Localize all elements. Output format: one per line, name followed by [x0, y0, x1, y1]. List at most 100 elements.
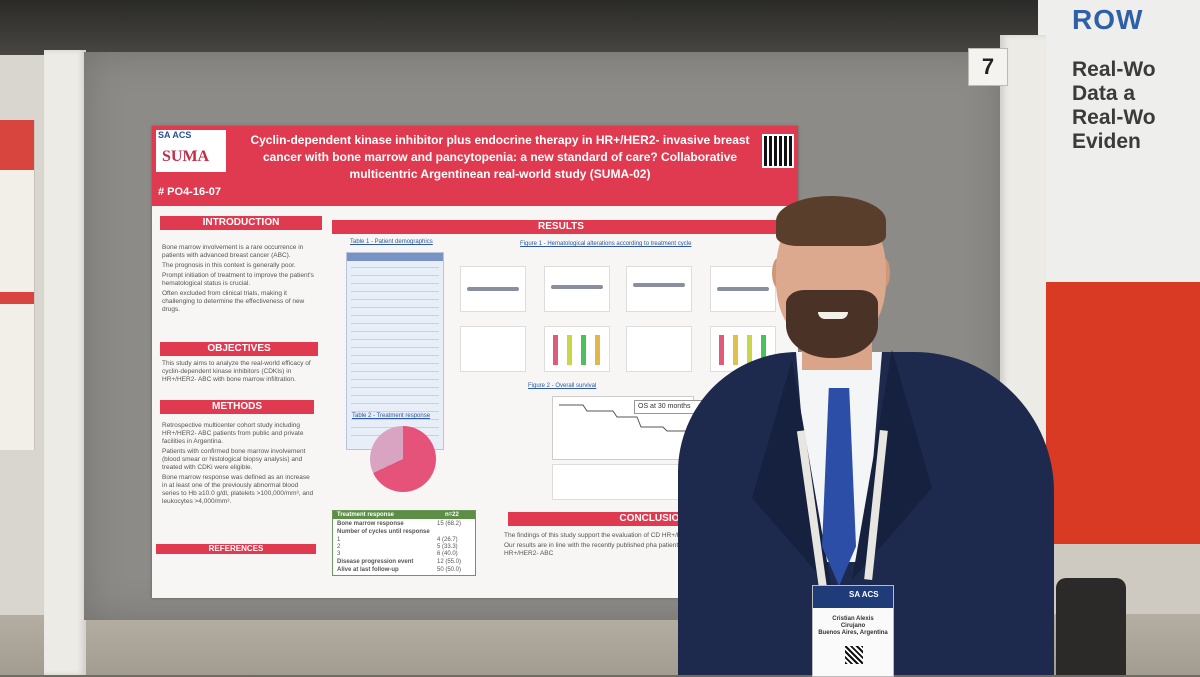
poster-title: Cyclin-dependent kinase inhibitor plus e…	[250, 133, 750, 181]
table2-header-left: Treatment response	[337, 512, 395, 518]
badge-qr-icon	[845, 646, 863, 664]
methods-bullet: Bone marrow response was defined as an i…	[162, 474, 314, 505]
banner-line: Real-Wo	[1072, 106, 1156, 129]
table-row-line	[351, 347, 439, 348]
table2-row-label: 2	[337, 544, 341, 550]
table2-row-label: Bone marrow response	[337, 521, 404, 527]
patient-demographics-table	[346, 252, 444, 450]
table2-row-value: 6 (40.0)	[437, 551, 458, 557]
table2-row-value: 12 (55.0)	[437, 559, 462, 565]
name-badge: SA ACS Cristian Alexis Cirujano Buenos A…	[812, 585, 894, 677]
badge-role: Cirujano	[840, 623, 866, 629]
figure2-title: Figure 2 - Overall survival	[528, 383, 597, 389]
banner-brand: ROW	[1072, 4, 1144, 35]
qr-code-icon	[762, 134, 794, 168]
intro-bullet: Bone marrow involvement is a rare occurr…	[162, 244, 304, 259]
intro-bullet: The prognosis in this context is general…	[162, 262, 296, 269]
table-row-line	[351, 363, 439, 364]
table2-row-label: 1	[337, 537, 341, 543]
banner-text: Real-Wo Data a Real-Wo Eviden	[1072, 58, 1200, 154]
table-row-line	[351, 419, 439, 420]
poster-id: # PO4-16-07	[158, 186, 221, 198]
table-row-line	[351, 307, 439, 308]
introduction-text: Bone marrow involvement is a rare occurr…	[162, 244, 320, 316]
survival-legend: OS at 30 months	[634, 400, 706, 414]
treatment-response-pie	[370, 426, 436, 492]
intro-bullet: Prompt initiation of treatment to improv…	[162, 272, 314, 287]
poster-authors	[228, 178, 788, 202]
table-row-line	[351, 283, 439, 284]
table-row-line	[351, 403, 439, 404]
figure1-title: Figure 1 - Hematological alterations acc…	[520, 241, 692, 247]
badge-name: Cristian Alexis	[832, 616, 874, 622]
left-pole	[44, 50, 86, 675]
hematology-line-chart	[626, 266, 692, 312]
table2-row-label: Number of cycles until response	[337, 529, 430, 535]
table-row-line	[351, 379, 439, 380]
table2-row-value: 15 (68.2)	[437, 521, 462, 527]
table-row-line	[351, 299, 439, 300]
table-row-line	[351, 395, 439, 396]
table-row-line	[351, 355, 439, 356]
objectives-text: This study aims to analyze the real-worl…	[162, 360, 311, 383]
methods-bullet: Retrospective multicenter cohort study i…	[162, 422, 304, 445]
table2-row-label: Alive at last follow-up	[337, 567, 399, 573]
badge-place: Buenos Aires, Argentina	[818, 630, 888, 636]
treatment-response-table: Treatment response n=22 Bone marrow resp…	[332, 510, 476, 576]
hematology-line-chart	[544, 266, 610, 312]
survival-curve	[559, 404, 689, 432]
hematology-bar-chart	[460, 326, 526, 372]
table-row-line	[351, 387, 439, 388]
hematology-bar-chart	[626, 326, 692, 372]
board-number: 7	[968, 48, 1008, 86]
introduction-header: INTRODUCTION	[160, 216, 322, 230]
table2-row-value: 4 (26.7)	[437, 537, 458, 543]
badge-text: Cristian Alexis Cirujano Buenos Aires, A…	[817, 616, 889, 637]
banner-red-panel	[1046, 282, 1200, 544]
table-header-row	[333, 511, 475, 519]
logo-box	[156, 130, 226, 172]
suma-logo: SUMA	[162, 148, 210, 165]
table-row-line	[351, 339, 439, 340]
methods-header: METHODS	[160, 400, 314, 414]
society-logo: SA ACS	[158, 130, 192, 140]
table2-row-value: 50 (50.0)	[437, 567, 462, 573]
hematology-bar-chart	[544, 326, 610, 372]
table-row-line	[351, 275, 439, 276]
table-row-line	[351, 267, 439, 268]
badge-brand: SA ACS	[849, 590, 879, 599]
table2-row-value: 5 (33.3)	[437, 544, 458, 550]
methods-bullet: Patients with confirmed bone marrow invo…	[162, 448, 306, 471]
badge-header	[813, 586, 893, 608]
banner-line: Data a	[1072, 82, 1136, 105]
hematology-line-chart	[460, 266, 526, 312]
table2-header-right: n=22	[445, 512, 459, 518]
bag	[1056, 578, 1126, 675]
table2-title: Table 2 - Treatment response	[352, 413, 431, 419]
table-row-line	[351, 411, 439, 412]
poster-header	[152, 126, 798, 206]
objectives-header: OBJECTIVES	[160, 342, 318, 356]
presenter-smile	[818, 312, 848, 319]
table1-title: Table 1 - Patient demographics	[350, 239, 433, 245]
conclusion-bullet: Our results are in line with the recentl…	[504, 542, 781, 557]
conclusion-bullet: The findings of this study support the e…	[504, 532, 738, 539]
references-header: REFERENCES	[156, 544, 316, 554]
table-header-row	[347, 253, 443, 261]
table-row-line	[351, 331, 439, 332]
conclusion-text: The findings of this study support the e…	[504, 532, 794, 560]
table-row-line	[351, 371, 439, 372]
table2-row-label: 3	[337, 551, 341, 557]
table-row-line	[351, 323, 439, 324]
presenter-beard	[786, 290, 878, 358]
results-header: RESULTS	[332, 220, 790, 234]
presenter-hair	[776, 196, 886, 246]
banner-line: Real-Wo	[1072, 58, 1156, 81]
table-row-line	[351, 291, 439, 292]
hematology-line-chart	[710, 266, 776, 312]
methods-text: Retrospective multicenter cohort study i…	[162, 422, 314, 508]
number-at-risk-table	[552, 464, 694, 500]
left-neighbor-poster	[0, 120, 35, 450]
table-row-line	[351, 315, 439, 316]
intro-bullet: Often excluded from clinical trials, mak…	[162, 290, 305, 313]
